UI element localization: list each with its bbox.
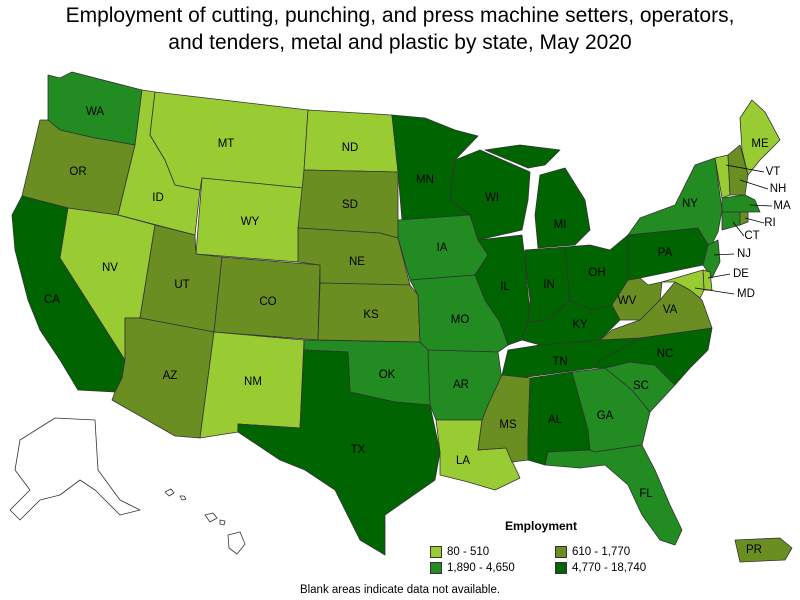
state-AK[interactable] [9,417,141,521]
label-CO: CO [259,296,276,308]
label-NH: NH [770,183,787,195]
label-CA: CA [44,294,60,306]
state-NY[interactable] [627,157,723,249]
label-MO: MO [451,314,470,326]
legend-swatch-4 [555,562,567,574]
state-IL[interactable] [474,234,531,346]
label-MI: MI [554,219,567,231]
label-WY: WY [241,216,260,228]
label-NC: NC [657,348,674,360]
label-MN: MN [416,174,434,186]
label-GA: GA [597,410,614,422]
state-ND[interactable] [303,109,399,173]
label-NY: NY [682,198,698,210]
label-DE: DE [733,268,749,280]
label-LA: LA [456,455,470,467]
state-NH[interactable] [727,144,749,196]
state-WI[interactable] [449,149,531,241]
label-AZ: AZ [163,370,178,382]
legend-title: Employment [505,519,578,533]
label-TX: TX [351,444,366,456]
label-OH: OH [588,267,605,279]
legend-item-4: 4,770 - 18,740 [555,562,646,574]
label-IL: IL [500,281,510,293]
label-ID: ID [152,192,164,204]
legend-swatch-1 [430,546,442,558]
label-VA: VA [663,304,678,316]
legend-item-3: 1,890 - 4,650 [430,562,515,574]
label-CT: CT [744,230,759,242]
label-KY: KY [572,319,588,331]
label-FL: FL [639,488,653,500]
label-UT: UT [174,279,189,291]
label-VT: VT [766,166,781,178]
title-line-2: and tenders, metal and plastic by state,… [168,31,632,54]
label-IN: IN [543,279,555,291]
legend-label-3: 1,890 - 4,650 [447,562,515,574]
state-MA[interactable] [721,194,761,213]
label-AL: AL [548,414,563,426]
map-title: Employment of cutting, punching, and pre… [0,2,800,56]
label-NE: NE [349,256,365,268]
label-OK: OK [379,369,396,381]
label-NV: NV [102,262,118,274]
label-TN: TN [552,356,567,368]
label-IA: IA [437,242,448,254]
state-labels: WA OR CA ID NV MT WY UT AZ CO NM ND SD N… [44,106,791,556]
label-MT: MT [218,138,235,150]
legend-item-1: 80 - 510 [430,546,489,558]
label-NJ: NJ [737,248,751,260]
state-ME[interactable] [739,99,781,176]
state-MD[interactable] [661,269,705,299]
legend-label-4: 4,770 - 18,740 [572,562,647,574]
label-WV: WV [618,295,637,307]
label-MA: MA [773,200,791,212]
label-ME: ME [751,138,769,150]
label-SD: SD [342,199,358,211]
state-FL[interactable] [544,444,683,546]
state-HI[interactable] [164,488,246,555]
label-MS: MS [499,419,517,431]
label-PA: PA [658,247,673,259]
state-MS[interactable] [477,374,531,463]
label-AR: AR [453,379,469,391]
state-MI[interactable] [484,144,591,249]
legend-swatch-2 [555,546,567,558]
label-OR: OR [69,166,86,178]
legend-swatch-3 [430,562,442,574]
label-MD: MD [737,288,755,300]
footnote: Blank areas indicate data not available. [299,584,501,596]
legend-label-2: 610 - 1,770 [572,546,631,558]
state-PR[interactable] [734,537,793,563]
title-line-1: Employment of cutting, punching, and pre… [65,4,735,27]
legend-label-1: 80 - 510 [447,546,490,558]
legend-item-2: 610 - 1,770 [555,546,630,558]
label-ND: ND [342,142,359,154]
state-RI[interactable] [739,211,749,226]
state-TX[interactable] [237,349,441,556]
leader-lines [694,164,773,295]
label-KS: KS [363,309,379,321]
label-WA: WA [86,106,104,118]
label-WI: WI [485,192,499,204]
label-RI: RI [764,217,776,229]
state-NJ[interactable] [702,239,721,279]
label-SC: SC [633,380,649,392]
label-NM: NM [244,376,262,388]
label-PR: PR [746,544,762,556]
